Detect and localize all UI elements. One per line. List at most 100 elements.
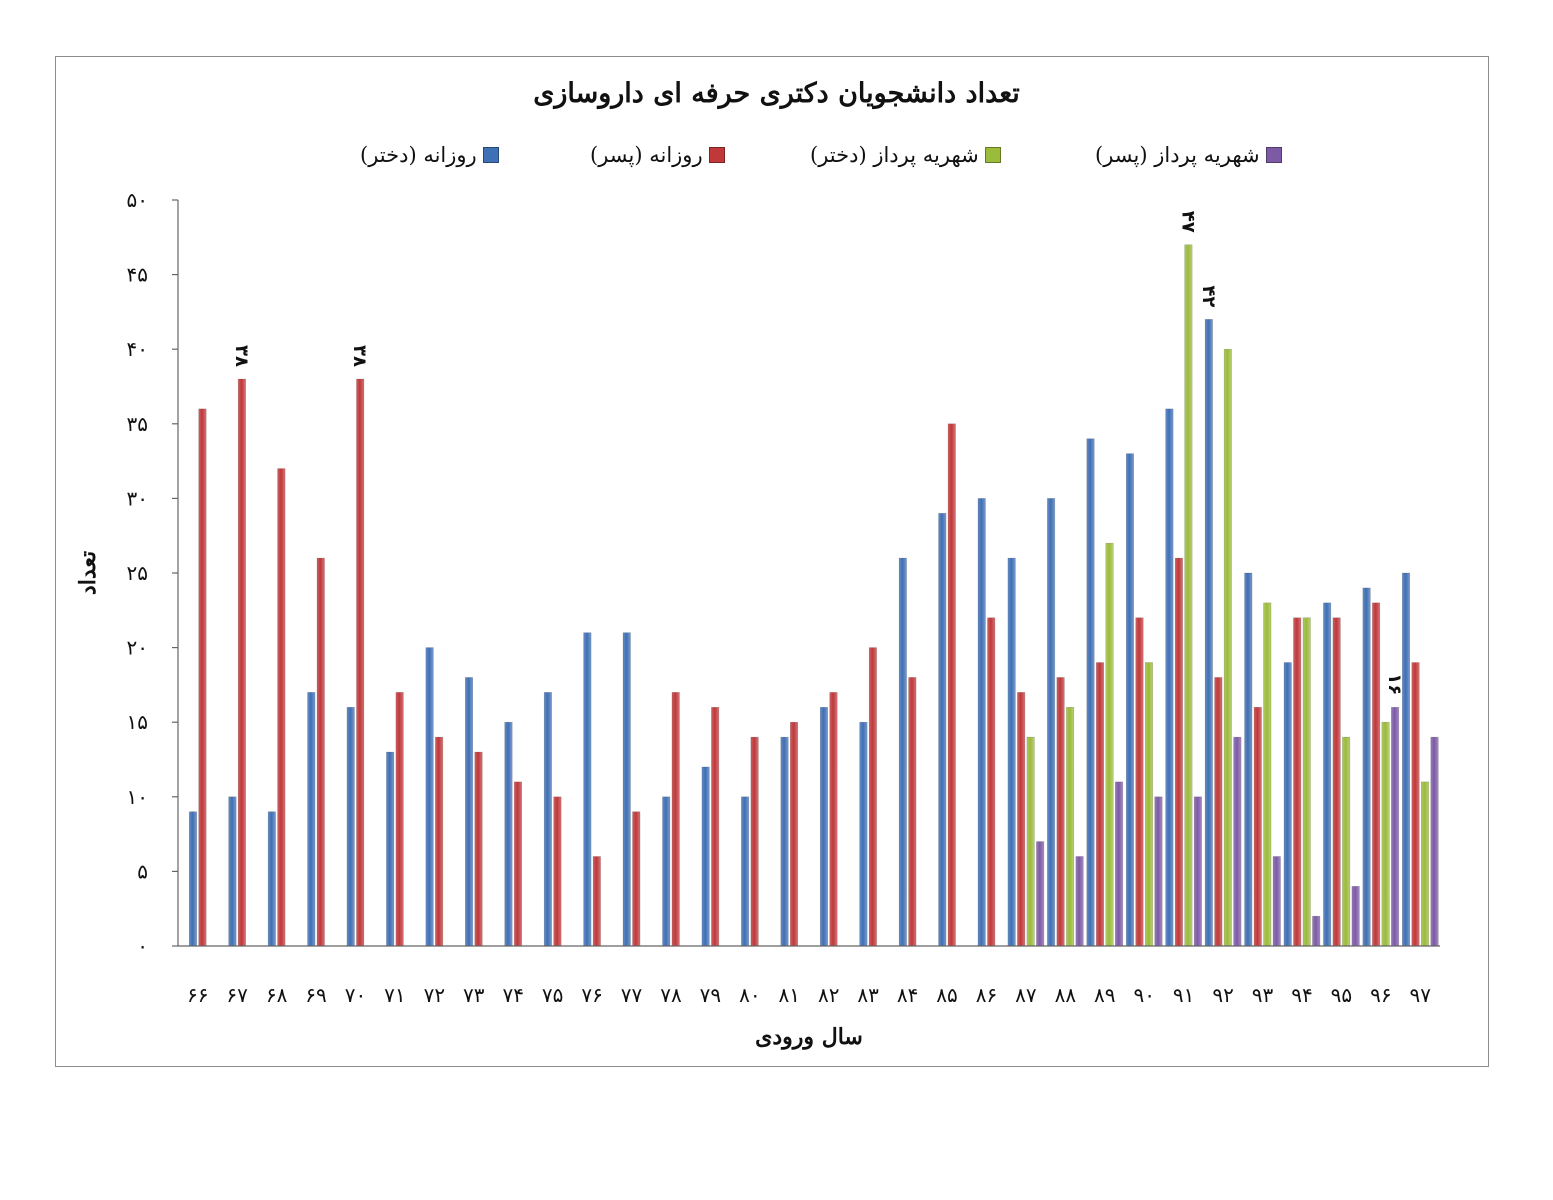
y-axis-title: تعداد bbox=[75, 551, 101, 595]
bar bbox=[395, 692, 404, 947]
bar bbox=[1165, 408, 1174, 947]
y-tick-label: ۳۵ bbox=[127, 412, 148, 436]
x-axis-ticks: ۶۶ ۶۷ ۶۸ ۶۹ ۷۰ ۷۱ ۷۲ ۷۳ ۷۴ ۷۵ ۷۶ ۷۷ ۷۸ ۷۹ ۸۰ ۸۱ ۸۲ ۸۳ ۸۴ ۸۵… bbox=[187, 983, 1431, 1007]
bar bbox=[1430, 736, 1439, 947]
bar bbox=[1105, 542, 1114, 947]
data-label: ۴۷ bbox=[1177, 211, 1198, 233]
bar bbox=[1391, 707, 1400, 947]
bar bbox=[1411, 662, 1420, 947]
bar bbox=[504, 721, 513, 947]
bar bbox=[908, 677, 917, 947]
bar bbox=[1372, 602, 1381, 947]
y-tick-label: ۵ bbox=[137, 859, 148, 883]
bar bbox=[790, 721, 799, 947]
bar bbox=[1017, 692, 1026, 947]
bar bbox=[386, 751, 395, 947]
bar bbox=[701, 766, 710, 947]
chart-title: تعداد دانشجویان دکتری حرفه ای داروسازی bbox=[533, 78, 1020, 109]
bar bbox=[1047, 498, 1056, 947]
bar bbox=[1096, 662, 1105, 947]
x-tick-label: ۸۹ bbox=[1094, 983, 1115, 1007]
bar bbox=[1244, 572, 1253, 947]
y-tick-label: ۵۰ bbox=[127, 188, 148, 212]
x-tick-label: ۸۱ bbox=[779, 983, 800, 1007]
legend-swatch bbox=[708, 147, 725, 163]
bar bbox=[198, 408, 207, 947]
bar bbox=[356, 378, 365, 947]
data-label: ۴۲ bbox=[1198, 285, 1219, 307]
x-tick-label: ۷۳ bbox=[463, 983, 485, 1007]
bar bbox=[1223, 348, 1232, 947]
bar bbox=[829, 692, 838, 947]
legend-swatch bbox=[482, 147, 499, 163]
x-tick-label: ۷۵ bbox=[542, 983, 563, 1007]
y-tick-label: ۱۵ bbox=[127, 710, 148, 734]
data-label: ۳۸ bbox=[349, 345, 370, 367]
bar bbox=[671, 692, 680, 947]
bar bbox=[1332, 617, 1341, 947]
legend: روزانه (دختر) روزانه (پسر) شهریه پرداز (دخ… bbox=[0, 140, 1553, 170]
y-tick-label: ۱۰ bbox=[127, 785, 148, 809]
bar bbox=[780, 736, 789, 947]
x-tick-label: ۹۵ bbox=[1331, 983, 1352, 1007]
x-tick-label: ۸۸ bbox=[1055, 983, 1077, 1007]
bar bbox=[1351, 886, 1360, 947]
bar bbox=[228, 796, 237, 947]
bar bbox=[267, 811, 276, 947]
bar bbox=[1233, 736, 1242, 947]
x-tick-label: ۷۹ bbox=[700, 983, 721, 1007]
legend-item: شهریه پرداز (پسر) bbox=[1095, 140, 1282, 170]
y-tick-label: ۴۰ bbox=[127, 337, 148, 361]
bar bbox=[1272, 856, 1281, 947]
bar bbox=[513, 781, 522, 947]
x-tick-label: ۸۲ bbox=[818, 983, 839, 1007]
legend-swatch bbox=[1265, 147, 1282, 163]
x-tick-label: ۸۷ bbox=[1015, 983, 1037, 1007]
x-axis-title: سال ورودی bbox=[755, 1024, 863, 1050]
bar bbox=[1066, 707, 1075, 947]
bar bbox=[307, 692, 316, 947]
x-tick-label: ۹۲ bbox=[1212, 983, 1233, 1007]
data-labels: ۳۸ ۳۸ ۴۷ ۴۲ ۱۶ bbox=[231, 211, 1405, 696]
bar bbox=[1381, 721, 1390, 947]
bar bbox=[237, 378, 246, 947]
bar bbox=[859, 721, 868, 947]
bar bbox=[1342, 736, 1351, 947]
bar bbox=[1204, 319, 1213, 947]
y-tick-label: ۰ bbox=[137, 934, 148, 958]
bars bbox=[188, 244, 1439, 947]
bar bbox=[750, 736, 759, 947]
bar bbox=[1293, 617, 1302, 947]
x-tick-label: ۷۷ bbox=[621, 983, 643, 1007]
bar bbox=[977, 498, 986, 947]
bar bbox=[316, 557, 325, 947]
bar bbox=[1253, 707, 1262, 947]
y-tick-label: ۲۰ bbox=[127, 636, 148, 660]
bar bbox=[465, 677, 474, 947]
bar bbox=[1402, 572, 1411, 947]
x-tick-label: ۹۴ bbox=[1291, 983, 1312, 1007]
x-tick-label: ۸۳ bbox=[857, 983, 879, 1007]
bar bbox=[474, 751, 483, 947]
bar bbox=[1086, 438, 1095, 947]
x-tick-label: ۹۶ bbox=[1370, 983, 1391, 1007]
bar bbox=[1026, 736, 1035, 947]
x-tick-label: ۶۹ bbox=[305, 983, 326, 1007]
x-tick-label: ۷۰ bbox=[345, 983, 366, 1007]
bar bbox=[819, 707, 828, 947]
bar bbox=[1323, 602, 1332, 947]
bar bbox=[632, 811, 641, 947]
x-tick-label: ۶۷ bbox=[226, 983, 248, 1007]
bar bbox=[741, 796, 750, 947]
bar bbox=[346, 707, 355, 947]
bar bbox=[987, 617, 996, 947]
x-tick-label: ۷۱ bbox=[384, 983, 405, 1007]
bar bbox=[553, 796, 562, 947]
bar bbox=[1214, 677, 1223, 947]
bar bbox=[1056, 677, 1065, 947]
bar bbox=[711, 707, 720, 947]
x-tick-label: ۷۲ bbox=[424, 983, 445, 1007]
bar bbox=[1362, 587, 1371, 947]
x-tick-label: ۷۸ bbox=[660, 983, 682, 1007]
bar bbox=[1075, 856, 1084, 947]
